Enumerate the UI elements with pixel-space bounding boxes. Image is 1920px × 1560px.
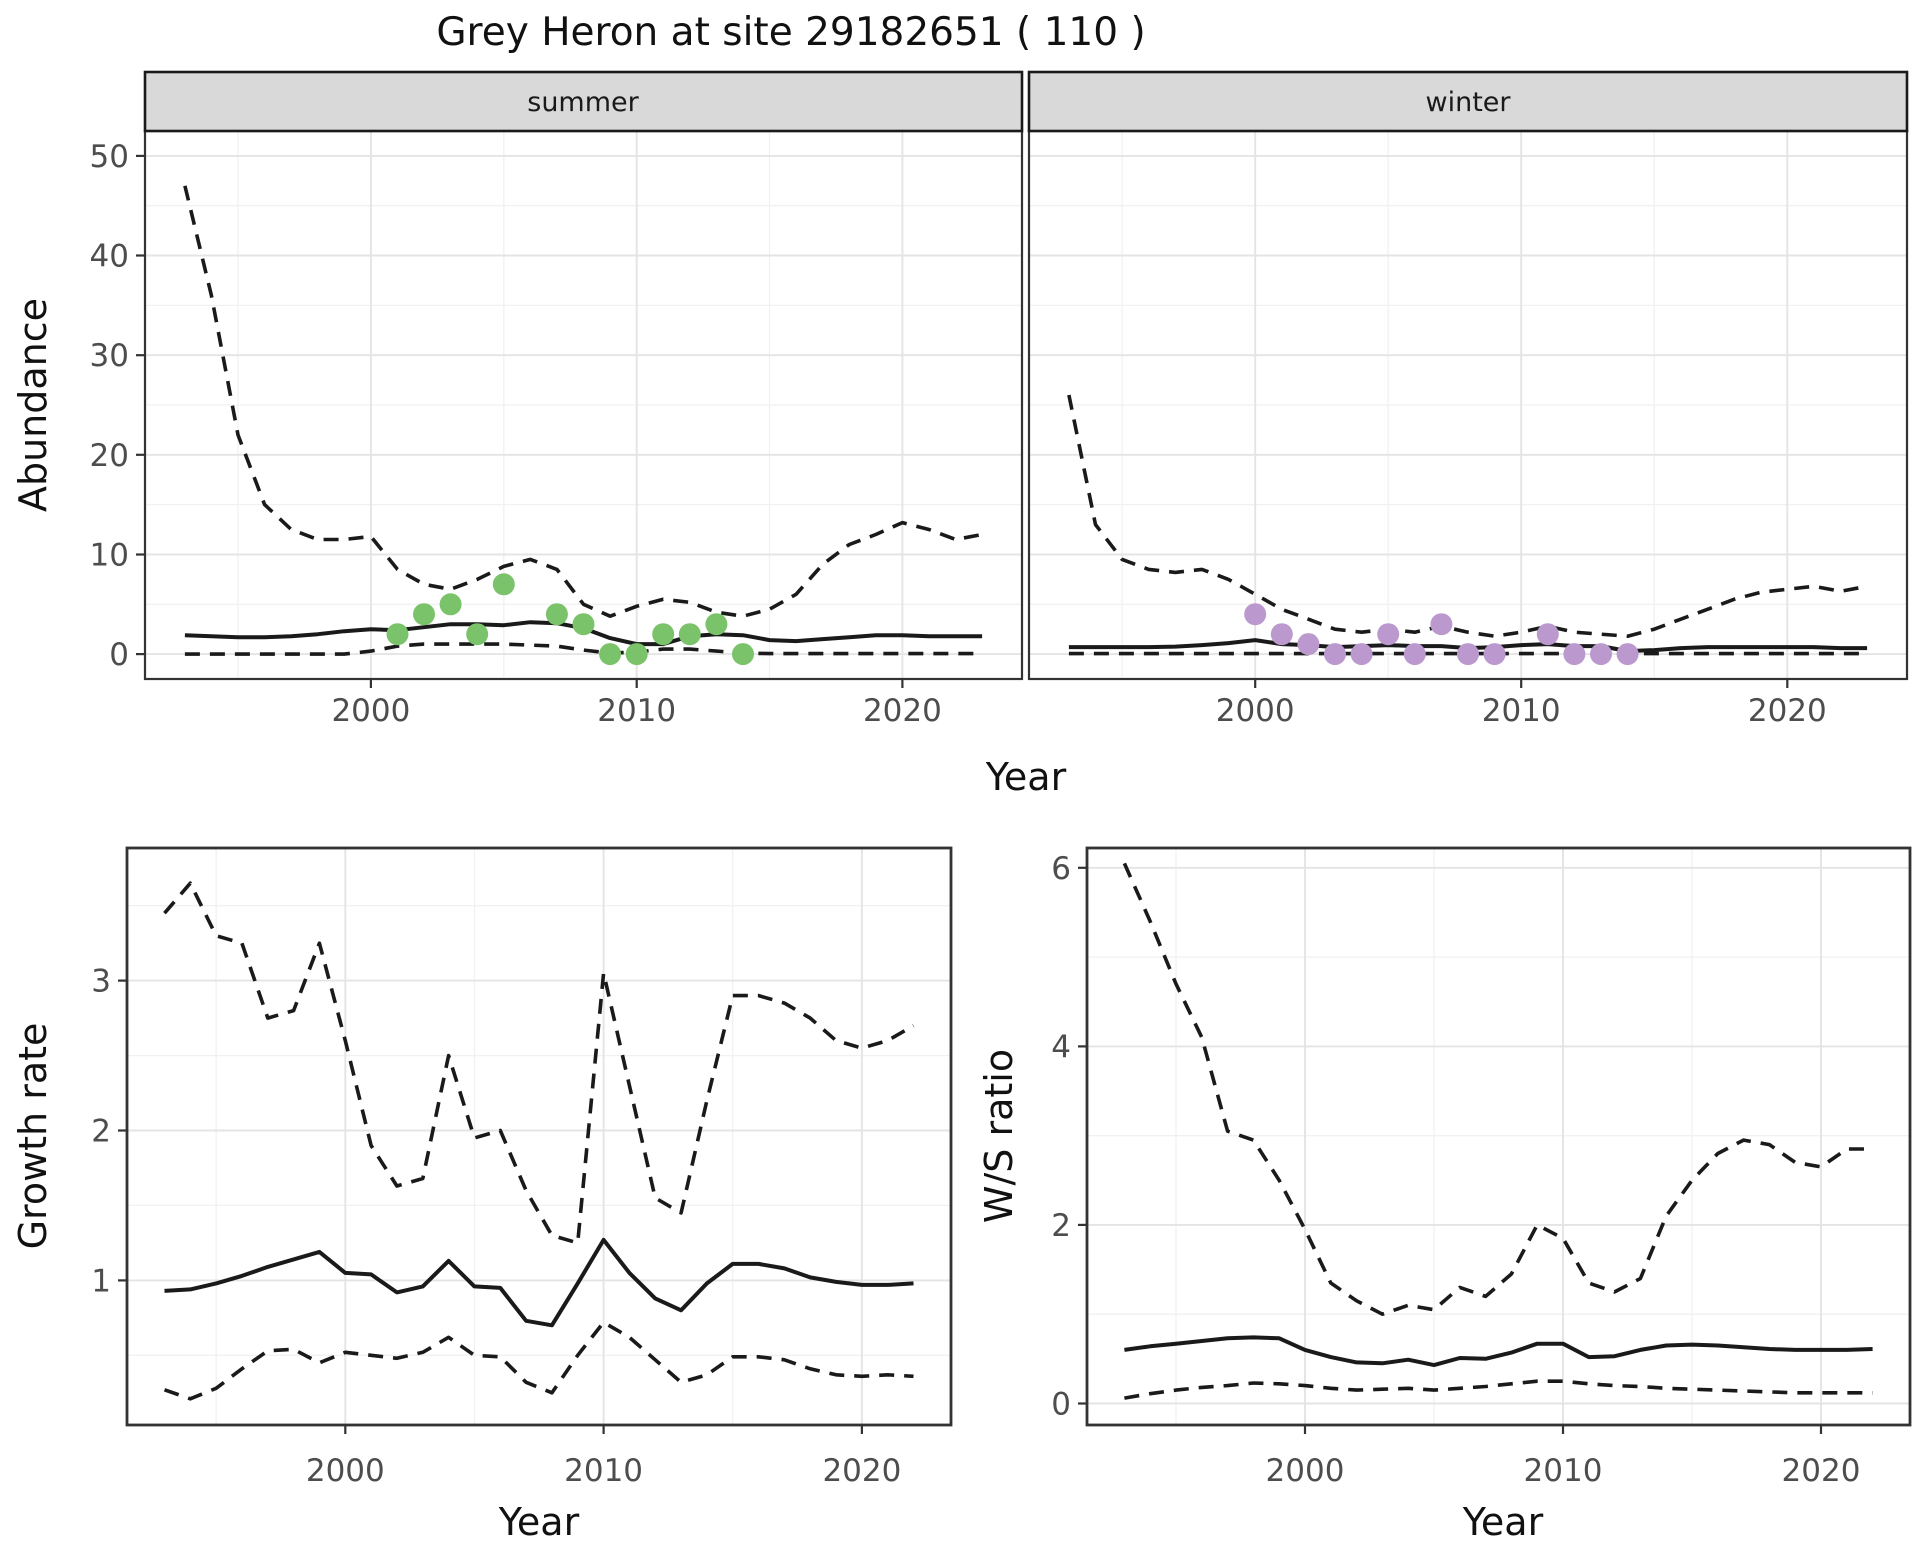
observation-point	[1616, 643, 1639, 666]
observation-point	[732, 643, 754, 666]
observation-point	[492, 573, 515, 596]
facet-label-summer: summer	[527, 87, 639, 118]
panel-ws-ratio: 2000 2010 2020 0 2 4 6	[1051, 846, 1912, 1489]
y-tick-label: 0	[109, 637, 129, 673]
observation-point	[1377, 623, 1400, 646]
median-line	[1124, 1335, 1873, 1368]
lower-ci-line	[1124, 1379, 1873, 1400]
panel-abundance-summer: 2000 2010 2020 0 10 20 30 40 50	[90, 70, 1024, 729]
observation-point	[1244, 603, 1267, 626]
observation-point	[652, 623, 675, 646]
upper-ci-line	[1122, 862, 1873, 1316]
observation-point	[1483, 643, 1506, 666]
y-tick-label: 3	[91, 964, 111, 1000]
x-tick-label: 2010	[1524, 1453, 1603, 1489]
y-tick-label: 4	[1051, 1029, 1071, 1065]
lower-ci-line	[163, 1320, 914, 1401]
observation-point	[1430, 613, 1453, 636]
x-tick-label: 2000	[331, 693, 410, 729]
y-tick-label: 0	[1051, 1387, 1071, 1423]
x-axis-title-year-top: Year	[985, 755, 1067, 799]
observation-point	[1563, 643, 1586, 666]
upper-ci-line	[1067, 394, 1868, 638]
y-tick-label: 30	[90, 338, 129, 374]
x-tick-label: 2000	[1266, 1453, 1345, 1489]
observation-point	[1536, 623, 1559, 646]
observation-point	[1590, 643, 1612, 666]
observation-point	[625, 643, 648, 666]
observation-point	[1350, 643, 1373, 666]
y-tick-label: 50	[90, 139, 129, 175]
panel-border	[125, 846, 953, 1427]
y-axis-title-growth-rate: Growth rate	[11, 1023, 55, 1250]
upper-ci-line	[183, 185, 983, 618]
facet-strip	[143, 70, 1024, 133]
facet-label-winter: winter	[1426, 87, 1512, 118]
panel-abundance-winter: 2000 2010 2020	[1027, 70, 1909, 729]
upper-ci-line	[163, 881, 915, 1245]
x-tick-label: 2000	[1216, 693, 1295, 729]
x-tick-label: 2010	[564, 1453, 643, 1489]
x-axis-title-year-growth: Year	[498, 1500, 580, 1544]
observation-point	[1457, 643, 1479, 666]
y-tick-label: 2	[91, 1114, 111, 1150]
x-tick-label: 2020	[863, 693, 942, 729]
x-tick-label: 2010	[1482, 693, 1561, 729]
x-tick-label: 2020	[1782, 1453, 1861, 1489]
observation-point	[1270, 623, 1293, 646]
y-tick-label: 40	[90, 239, 129, 275]
y-axis-title-abundance: Abundance	[11, 298, 55, 512]
observation-point	[1324, 643, 1346, 666]
observation-point	[386, 623, 409, 646]
observation-point	[599, 643, 622, 666]
x-tick-label: 2020	[1748, 693, 1827, 729]
y-tick-label: 6	[1051, 851, 1071, 887]
lower-ci-line	[184, 642, 983, 656]
observation-point	[439, 593, 462, 616]
x-tick-label: 2020	[822, 1453, 901, 1489]
panel-background	[127, 848, 951, 1425]
x-axis-title-year-ws: Year	[1462, 1500, 1544, 1544]
observation-point	[413, 603, 435, 626]
figure-title: Grey Heron at site 29182651 ( 110 )	[436, 10, 1145, 55]
facet-strip	[1027, 70, 1909, 133]
observation-point	[572, 613, 595, 636]
panel-border	[1085, 846, 1912, 1427]
panel-background	[1087, 848, 1910, 1425]
y-tick-label: 20	[90, 438, 129, 474]
y-axis-title-ws-ratio: W/S ratio	[977, 1049, 1021, 1223]
y-tick-label: 1	[91, 1263, 111, 1299]
observation-point	[545, 603, 568, 626]
y-tick-label: 10	[90, 538, 129, 574]
median-line	[164, 1237, 914, 1328]
observation-point	[705, 613, 728, 636]
observation-point	[678, 623, 701, 646]
x-tick-label: 2010	[597, 693, 676, 729]
observation-point	[1403, 643, 1426, 666]
y-tick-label: 2	[1051, 1208, 1071, 1244]
x-tick-label: 2000	[306, 1453, 385, 1489]
observation-point	[466, 623, 489, 646]
observation-point	[1297, 633, 1320, 656]
panel-growth-rate: 2000 2010 2020 1 2 3	[91, 846, 953, 1489]
